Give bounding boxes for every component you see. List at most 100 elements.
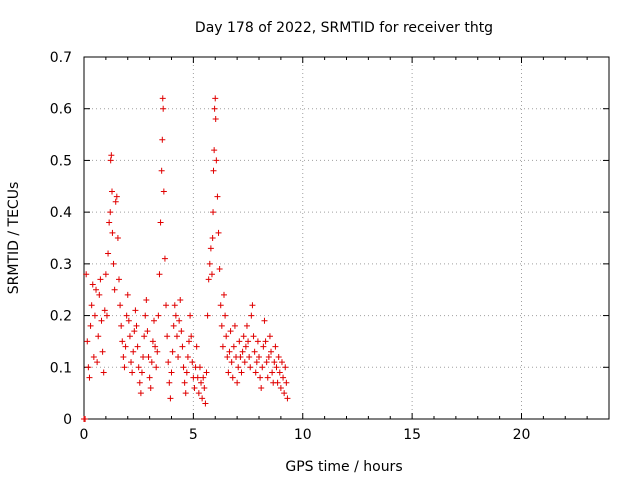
data-point [178,328,185,335]
data-point [106,219,113,226]
data-point [217,302,224,309]
data-point [133,322,140,329]
data-point [82,416,89,422]
data-point [272,343,279,350]
data-point [206,260,213,267]
x-tick-label: 10 [294,427,312,443]
data-point [107,209,114,216]
data-point [98,317,105,324]
data-point [257,374,264,381]
data-point [132,307,139,314]
data-point [117,302,124,309]
data-point [146,374,153,381]
data-point [226,348,233,355]
data-point [160,188,167,195]
data-point [184,353,191,360]
data-point [274,379,281,386]
data-point [142,312,149,319]
data-point [282,364,289,371]
data-point [191,384,198,391]
data-point [202,400,209,407]
data-point [237,353,244,360]
data-point [207,245,214,252]
data-point [250,333,257,340]
data-point [100,369,107,376]
data-point [151,317,157,324]
grid [84,57,609,419]
data-point [102,271,109,278]
x-tick-label: 5 [189,427,198,443]
data-point [140,353,147,360]
data-point [259,364,266,371]
data-point [254,338,261,345]
data-point [188,333,195,340]
data-point [246,353,253,360]
data-point [271,359,278,366]
data-point [93,286,100,293]
data-point [205,276,212,283]
data-point [126,333,133,340]
data-point [136,379,143,386]
data-point [145,353,152,360]
data-point [147,384,154,391]
data-point [186,338,192,345]
data-point [228,359,235,366]
data-point [273,364,280,371]
data-point [216,266,223,273]
data-point [210,167,217,174]
data-point [283,379,290,386]
data-point [212,116,219,123]
data-point [222,312,229,319]
data-point [266,333,273,340]
data-point [210,209,217,216]
data-point [268,348,275,355]
data-point [154,348,161,355]
data-point [223,333,230,340]
data-point [204,312,211,319]
data-point [138,369,145,376]
data-point [242,343,249,350]
data-point [230,343,237,350]
data-point [236,338,243,345]
data-point [110,260,117,267]
data-point [187,312,194,319]
data-point [158,167,165,174]
data-point [180,364,187,371]
data-points [81,95,291,422]
data-point [183,369,190,376]
data-point [277,384,284,391]
data-point [167,395,174,402]
data-point [89,281,96,288]
data-point [211,147,218,154]
data-point [113,193,120,200]
data-point [200,374,207,381]
data-point [155,312,162,319]
data-point [114,235,121,241]
x-tick-label: 20 [513,427,531,443]
data-point [211,105,218,112]
data-point [157,219,164,226]
data-point [159,95,166,102]
data-point [125,317,132,324]
data-point [156,271,163,278]
data-point [95,333,102,340]
y-tick-label: 0.4 [50,205,72,221]
data-point [88,302,95,309]
data-point [159,136,166,143]
data-point [229,374,236,381]
data-point [164,333,171,340]
x-tick-label: 0 [80,427,89,443]
data-point [208,271,215,278]
data-point [276,369,283,376]
data-point [177,297,184,304]
data-point [120,353,127,360]
data-point [109,188,115,195]
axis-ticks [83,56,610,420]
x-tick-labels: 0 5 10 15 20 [80,427,531,443]
data-point [179,343,186,350]
data-point [91,312,98,319]
data-point [166,379,173,386]
data-point [163,302,170,309]
data-point [144,328,151,335]
data-point [243,322,250,329]
